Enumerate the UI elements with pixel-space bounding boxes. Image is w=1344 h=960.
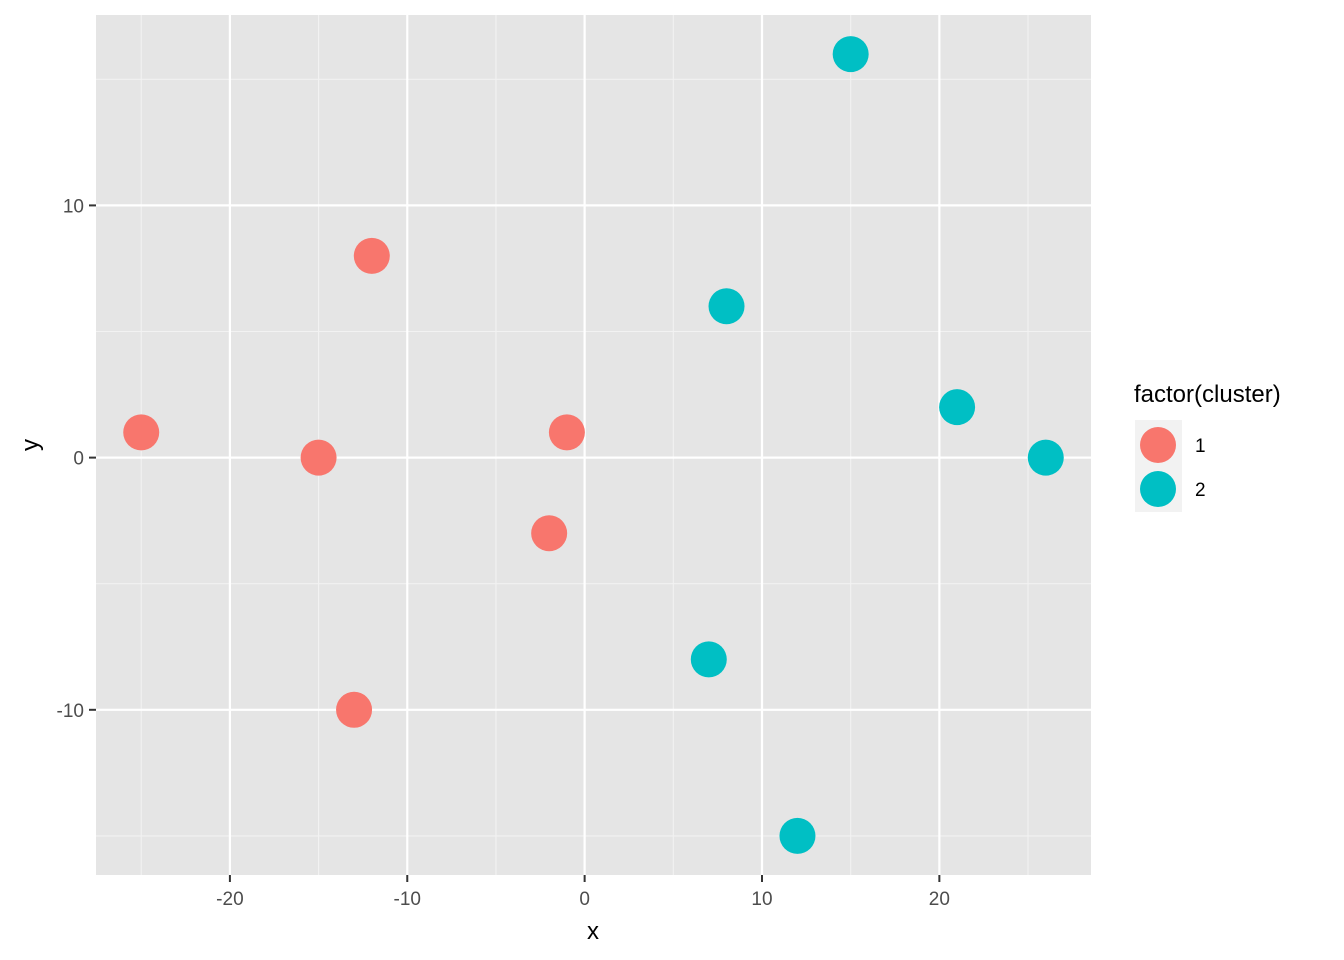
x-tick-label: -20 [216, 889, 243, 910]
legend-label-2: 2 [1195, 480, 1206, 501]
x-axis: -20 -10 0 10 20 [216, 875, 950, 910]
data-point-cluster-2 [708, 288, 745, 325]
y-tick-label: -10 [57, 701, 84, 722]
legend-title: factor(cluster) [1134, 381, 1281, 408]
data-point-cluster-2 [939, 389, 976, 426]
grid-major [96, 15, 1091, 875]
legend-label-1: 1 [1195, 436, 1206, 457]
y-tick-label: 10 [63, 196, 84, 217]
data-point-cluster-1 [353, 237, 390, 274]
x-tick-label: -10 [394, 889, 421, 910]
x-axis-title: x [587, 918, 599, 945]
data-point-cluster-2 [1027, 439, 1064, 476]
grid-minor [96, 15, 1091, 875]
legend-key-2 [1140, 471, 1176, 507]
y-tick-label: 0 [73, 449, 84, 470]
x-tick-label: 10 [751, 889, 772, 910]
y-axis-title: y [17, 439, 44, 451]
x-tick-label: 0 [579, 889, 590, 910]
legend-key-1 [1140, 427, 1176, 463]
data-point-cluster-1 [548, 414, 585, 451]
data-point-cluster-1 [123, 414, 160, 451]
x-tick-label: 20 [929, 889, 950, 910]
data-point-cluster-1 [300, 439, 337, 476]
data-point-cluster-1 [531, 515, 568, 552]
data-point-cluster-2 [690, 641, 727, 678]
data-point-cluster-2 [779, 817, 816, 854]
data-point-cluster-1 [336, 691, 373, 728]
data-points [123, 36, 1064, 854]
panel-background [96, 15, 1091, 875]
legend: factor(cluster) 1 2 [1134, 381, 1281, 512]
y-axis: -10 0 10 [57, 196, 96, 722]
data-point-cluster-2 [832, 36, 869, 73]
